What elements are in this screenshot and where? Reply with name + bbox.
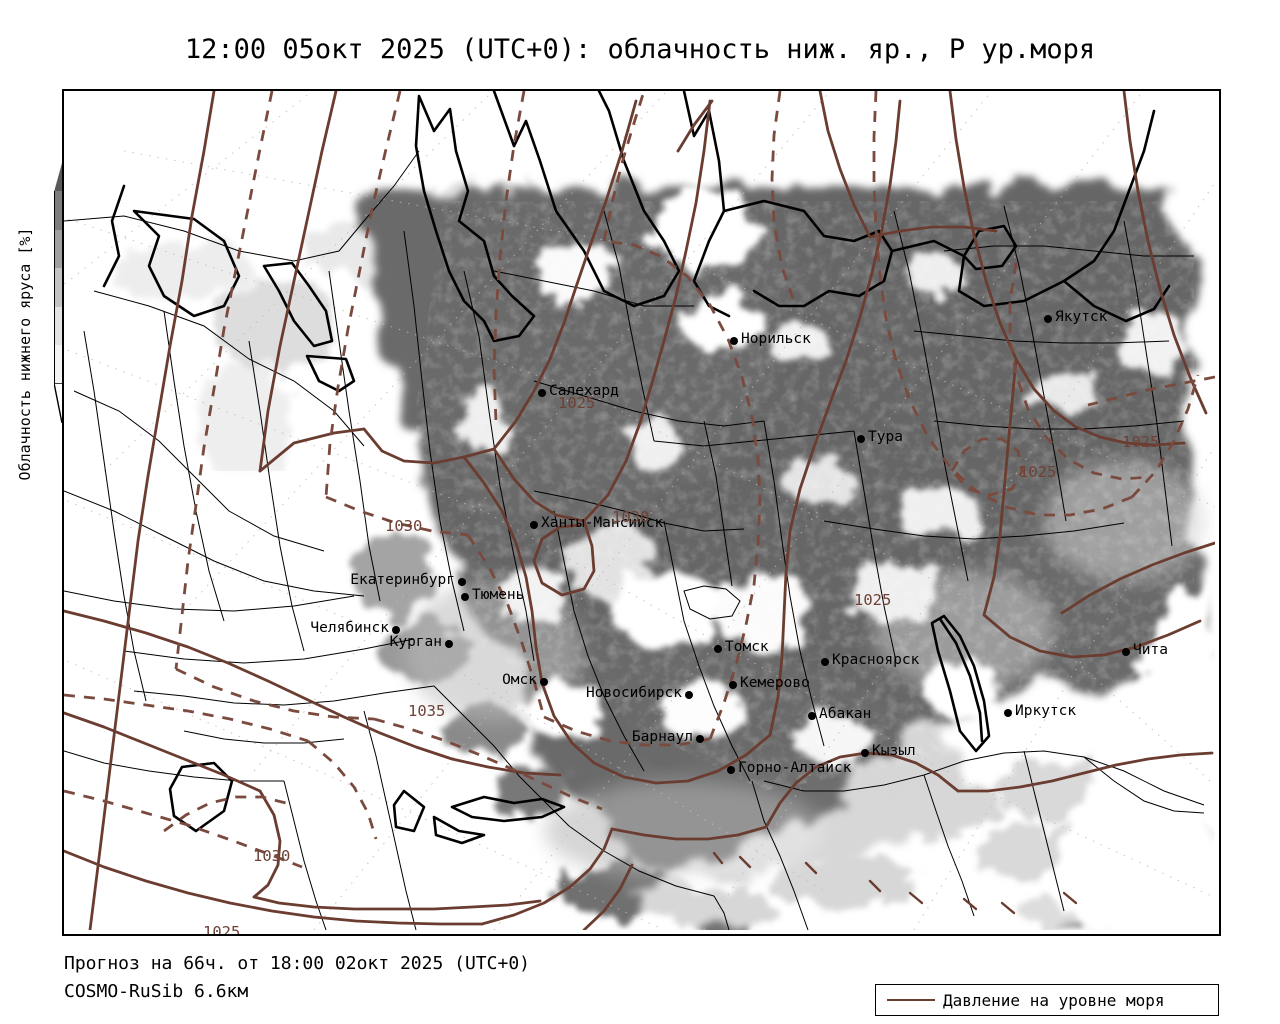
city-label: Тюмень [472, 587, 525, 603]
city-dot [461, 593, 469, 601]
map-canvas [64, 91, 1215, 930]
pressure-label: 1030 [253, 847, 291, 865]
city-dot [685, 691, 693, 699]
city-dot [1044, 315, 1052, 323]
pressure-label: 1025 [854, 591, 892, 609]
pressure-label: 1035 [408, 702, 446, 720]
city-label: Тура [868, 429, 903, 445]
city-dot [729, 681, 737, 689]
model-info-line: COSMO-RuSib 6.6км [64, 981, 249, 1002]
city-dot [696, 735, 704, 743]
city-dot [1004, 709, 1012, 717]
city-dot [857, 435, 865, 443]
city-label: Горно-Алтайск [738, 760, 852, 776]
pressure-label: 1025 [558, 394, 596, 412]
pressure-contours-minor [712, 851, 1078, 915]
city-label: Екатеринбург [350, 572, 455, 588]
city-dot [1122, 648, 1130, 656]
legend-line-icon [887, 999, 935, 1001]
pressure-label: 1025 [203, 923, 241, 936]
cloud-cover-field [64, 181, 1215, 930]
forecast-info-line: Прогноз на 66ч. от 18:00 02окт 2025 (UTC… [64, 953, 530, 974]
legend: Давление на уровне моря [875, 984, 1219, 1016]
city-dot [714, 645, 722, 653]
city-label: Ханты-Мансийск [541, 515, 664, 531]
map-inner: Якутск Норильск Салехард Тура Ханты-Манс… [64, 91, 1215, 934]
city-dot [530, 521, 538, 529]
colorbar-axis-label: Облачность нижнего яруса [%] [16, 227, 34, 481]
city-label: Красноярск [832, 652, 920, 668]
admin-borders [64, 150, 1205, 930]
city-label: Кемерово [740, 675, 810, 691]
city-dot [538, 389, 546, 397]
city-label: Омск [502, 672, 537, 688]
city-label: Иркутск [1015, 703, 1077, 719]
city-label: Курган [389, 634, 442, 650]
coastline [102, 91, 1171, 845]
city-label: Чита [1133, 642, 1168, 658]
city-label: Кызыл [872, 743, 916, 759]
pressure-label: 1025 [1019, 463, 1057, 481]
city-label: Абакан [819, 706, 872, 722]
pressure-contours-solid [64, 91, 1215, 930]
page-title: 12:00 05окт 2025 (UTC+0): облачность ниж… [184, 34, 1096, 65]
city-label: Салехард [549, 383, 619, 399]
city-dot [861, 749, 869, 757]
city-dot [445, 640, 453, 648]
pressure-label: 1025 [1122, 433, 1160, 451]
map-plot-area[interactable]: Якутск Норильск Салехард Тура Ханты-Манс… [62, 89, 1221, 936]
city-label: Новосибирск [585, 685, 682, 701]
city-label: Челябинск [310, 620, 389, 636]
city-dot [727, 766, 735, 774]
city-label: Норильск [741, 331, 811, 347]
city-dot [458, 578, 466, 586]
city-dot [808, 712, 816, 720]
pressure-contours-dashed [64, 91, 1215, 869]
city-dot [730, 337, 738, 345]
pressure-label: 1030 [612, 508, 650, 526]
city-label: Томск [725, 639, 769, 655]
pressure-label: 1030 [385, 517, 423, 535]
city-label: Барнаул [631, 729, 693, 745]
city-dot [392, 626, 400, 634]
city-label: Якутск [1055, 309, 1108, 325]
footer: Прогноз на 66ч. от 18:00 02окт 2025 (UTC… [64, 950, 530, 1006]
city-dot [540, 678, 548, 686]
legend-label: Давление на уровне моря [943, 990, 1165, 1010]
city-dot [821, 658, 829, 666]
